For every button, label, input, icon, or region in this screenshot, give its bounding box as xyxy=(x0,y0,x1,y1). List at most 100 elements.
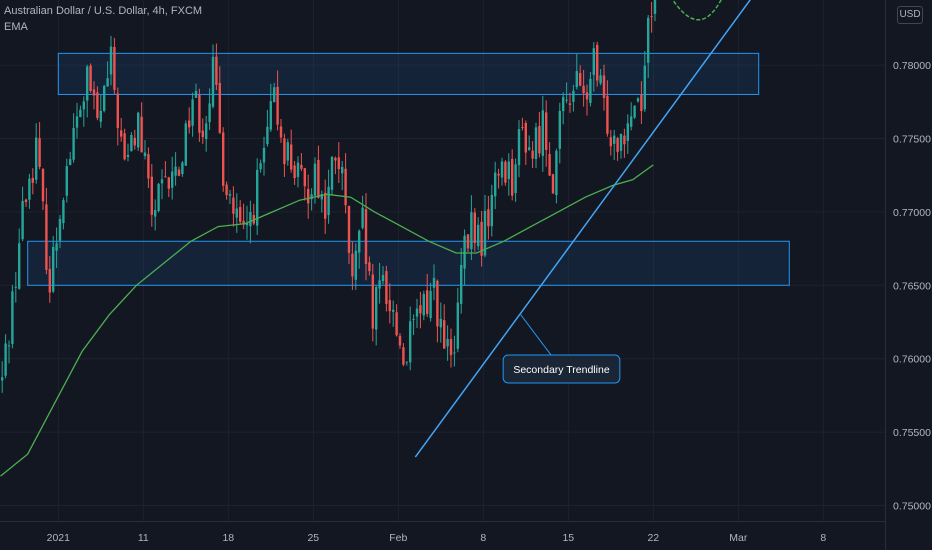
candle-body xyxy=(62,200,65,224)
candle-body xyxy=(504,161,507,183)
candle-body xyxy=(494,172,497,197)
time-tick-label: 25 xyxy=(307,532,319,544)
candle-body xyxy=(395,312,398,336)
currency-button[interactable]: USD xyxy=(897,6,923,24)
candle xyxy=(392,300,395,327)
candle-body xyxy=(640,94,643,112)
candle xyxy=(14,271,17,303)
candle xyxy=(103,84,106,113)
candle-body xyxy=(500,161,504,178)
candle-body xyxy=(626,123,629,141)
candle-body xyxy=(599,75,602,84)
candles xyxy=(1,0,657,393)
candle-body xyxy=(52,246,55,292)
candle-body xyxy=(232,197,235,214)
candle xyxy=(130,131,133,152)
candle-body xyxy=(439,318,442,328)
candle-body xyxy=(103,85,106,111)
candle xyxy=(334,156,337,175)
candle xyxy=(262,136,266,176)
candle-body xyxy=(507,161,510,180)
candle xyxy=(490,184,493,237)
candle xyxy=(1,361,4,393)
candle-body xyxy=(330,156,334,190)
candle xyxy=(18,228,21,290)
candle-body xyxy=(490,194,493,227)
candle xyxy=(647,15,650,79)
time-tick-label: Feb xyxy=(389,532,407,544)
candle xyxy=(405,361,408,366)
candle-body xyxy=(409,321,412,363)
projection-arrow-path xyxy=(672,0,722,21)
candle xyxy=(293,160,296,185)
candle xyxy=(351,241,354,290)
candle xyxy=(347,205,351,265)
candle xyxy=(521,117,524,131)
candle-body xyxy=(521,127,524,129)
candle-body xyxy=(164,176,167,178)
candle-body xyxy=(317,159,320,198)
indicator-label[interactable]: EMA xyxy=(4,21,28,33)
candle-body xyxy=(256,169,259,226)
candle-body xyxy=(555,150,558,196)
candle xyxy=(113,37,116,94)
candle-body xyxy=(456,302,459,349)
candle-body xyxy=(228,194,232,196)
candle xyxy=(368,256,371,276)
candle xyxy=(300,153,303,172)
candle-body xyxy=(279,126,283,138)
candle xyxy=(626,114,629,154)
secondary-trendline xyxy=(414,0,752,458)
candle-body xyxy=(630,116,633,127)
candle xyxy=(194,83,198,99)
candle-body xyxy=(113,47,116,90)
candle-body xyxy=(126,154,130,157)
candle xyxy=(228,189,232,204)
candle xyxy=(453,335,456,367)
candle xyxy=(409,306,412,371)
candle xyxy=(487,195,490,240)
candle xyxy=(191,92,194,137)
candle xyxy=(174,152,177,186)
candle xyxy=(45,187,48,275)
candle xyxy=(466,234,470,252)
candle-body xyxy=(606,95,609,134)
candle-body xyxy=(184,123,187,166)
candle xyxy=(92,81,96,110)
candle-body xyxy=(643,65,646,110)
candle xyxy=(198,88,201,142)
candle xyxy=(616,136,619,161)
candle xyxy=(429,282,432,322)
candle-body xyxy=(616,138,619,152)
time-tick-label: 11 xyxy=(138,532,149,544)
candle-body xyxy=(388,300,391,312)
candle xyxy=(633,105,636,119)
candle-body xyxy=(249,211,252,227)
candle xyxy=(211,44,215,109)
candle xyxy=(171,156,174,200)
candle xyxy=(568,92,572,113)
candle xyxy=(259,159,262,173)
zone-boxes xyxy=(27,52,790,286)
candle-body xyxy=(303,168,306,187)
candle-body xyxy=(432,277,436,288)
candle xyxy=(344,153,347,214)
candle-body xyxy=(341,166,344,174)
candle xyxy=(188,107,191,134)
candle xyxy=(109,35,113,86)
candle xyxy=(402,343,405,367)
candle-body xyxy=(188,120,191,128)
candle-body xyxy=(647,17,650,63)
price-tick-label: 0.77000 xyxy=(893,207,931,219)
candle xyxy=(35,123,38,184)
candle-body xyxy=(69,159,72,165)
candle-body xyxy=(28,178,31,200)
middle-zone xyxy=(57,52,760,95)
candle xyxy=(436,279,439,343)
candle-body xyxy=(368,262,371,272)
candle xyxy=(470,195,473,261)
candle-body xyxy=(419,305,422,314)
candle-body xyxy=(245,222,249,226)
candle-body xyxy=(572,90,575,102)
